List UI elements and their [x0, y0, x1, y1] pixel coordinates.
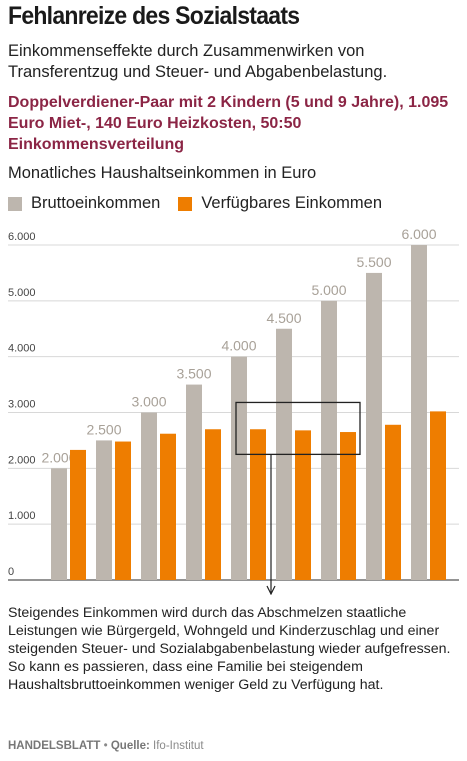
- bar-gross: [186, 384, 202, 580]
- y-axis-label: Monatliches Haushaltseinkommen in Euro: [8, 164, 317, 182]
- footer: HANDELSBLATT • Quelle: Ifo-Institut: [8, 740, 204, 752]
- data-label-gross: 6.000: [401, 226, 436, 242]
- data-label-gross: 4.000: [221, 338, 256, 354]
- data-label-halo: 3.000: [131, 394, 166, 410]
- bar-gross: [96, 440, 112, 580]
- legend-item-gross: Bruttoeinkommen: [8, 194, 160, 213]
- bar-net: [295, 430, 311, 580]
- data-label-halo: 2.500: [86, 421, 121, 437]
- y-tick-label: 3.000: [8, 399, 36, 411]
- bar-gross: [321, 300, 337, 580]
- bar-net: [205, 429, 221, 580]
- scenario-description: Doppelverdiener-Paar mit 2 Kindern (5 un…: [8, 94, 449, 153]
- data-label-halo: 4.000: [221, 338, 256, 354]
- bar-gross: [366, 272, 382, 580]
- bar-net: [430, 411, 446, 580]
- data-label-gross: 3.500: [176, 366, 211, 382]
- publisher-name: HANDELSBLATT: [8, 740, 101, 752]
- legend: Bruttoeinkommen Verfügbares Einkommen: [8, 194, 400, 213]
- y-tick-label: 2.000: [8, 454, 36, 466]
- data-label-halo: 5.000: [311, 282, 346, 298]
- data-label-halo: 4.500: [266, 310, 301, 326]
- bar-net: [340, 432, 356, 580]
- data-label-halo: 5.500: [356, 254, 391, 270]
- data-label-gross: 3.000: [131, 394, 166, 410]
- data-label-gross: 5.500: [356, 254, 391, 270]
- chart-subtitle: Einkommenseffekte durch Zusammenwirken v…: [8, 42, 388, 81]
- legend-swatch-gross: [8, 196, 22, 211]
- data-label-gross: 2.500: [86, 421, 121, 437]
- data-label-halo: 2.000: [41, 449, 76, 465]
- data-label-halo: 3.500: [176, 366, 211, 382]
- y-tick-label: 4.000: [8, 343, 36, 355]
- bar-net: [160, 433, 176, 580]
- y-tick-label: 1.000: [8, 510, 36, 522]
- legend-item-net: Verfügbares Einkommen: [178, 194, 382, 213]
- bar-gross: [411, 245, 427, 580]
- legend-label-net: Verfügbares Einkommen: [201, 194, 382, 212]
- chart-title: Fehlanreize des Sozialstaats: [8, 2, 300, 30]
- bar-net: [115, 441, 131, 580]
- data-label-gross: 2.000: [41, 449, 76, 465]
- data-label-gross: 5.000: [311, 282, 346, 298]
- footer-separator: •: [103, 740, 108, 752]
- source-label: Quelle:: [110, 740, 150, 752]
- bar-net: [385, 424, 401, 580]
- bar-net: [70, 449, 86, 580]
- highlight-box: [235, 401, 361, 456]
- source-name: Ifo-Institut: [153, 740, 204, 752]
- y-tick-label: 6.000: [8, 231, 36, 243]
- bar-gross: [51, 468, 67, 580]
- y-tick-label: 0: [8, 566, 14, 578]
- data-label-gross: 4.500: [266, 310, 301, 326]
- bar-gross: [231, 356, 247, 580]
- data-label-halo: 6.000: [401, 226, 436, 242]
- bar-net: [250, 429, 266, 580]
- bar-gross: [141, 412, 157, 580]
- bar-chart: 01.0002.0003.0004.0005.0006.0002.0002.00…: [8, 225, 459, 595]
- chart-annotation: Steigendes Einkommen wird durch das Absc…: [8, 605, 451, 693]
- annotation-arrow-head: [266, 585, 276, 595]
- legend-label-gross: Bruttoeinkommen: [31, 194, 161, 212]
- legend-swatch-net: [178, 196, 193, 211]
- y-tick-label: 5.000: [8, 287, 36, 299]
